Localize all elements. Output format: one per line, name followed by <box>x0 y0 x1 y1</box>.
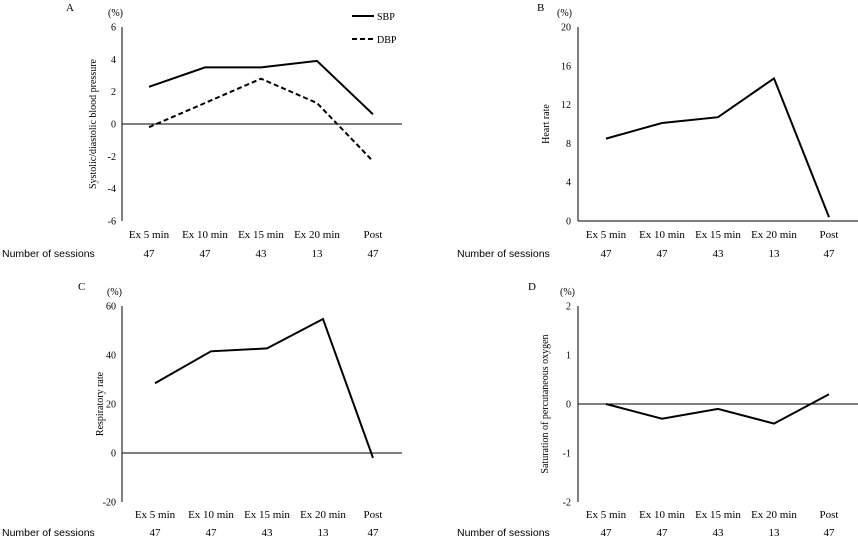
session-count: 43 <box>713 248 725 260</box>
session-count: 13 <box>769 248 781 260</box>
y-tick-label: 2 <box>111 87 116 98</box>
sessions-label: Number of sessions <box>2 248 95 260</box>
chart-panel-c: C (%) -20 0 20 40 60 Respiratory rate Ex 5 min 47… <box>2 281 402 538</box>
x-tick-label: Ex 15 min <box>695 509 741 521</box>
panel-letter: D <box>528 281 536 293</box>
x-tick-label: Ex 20 min <box>751 229 797 241</box>
x-tick-label: Ex 10 min <box>639 509 685 521</box>
chart-panel-d: D (%) -2 -1 0 1 2 Saturation of percutaneous ox… <box>457 281 858 538</box>
session-count: 47 <box>150 527 162 538</box>
session-count: 47 <box>144 248 156 260</box>
y-tick-label: 8 <box>566 139 571 150</box>
unit-label: (%) <box>107 287 122 298</box>
x-tick-label: Ex 20 min <box>300 509 346 521</box>
y-tick-label: 0 <box>111 449 116 460</box>
y-tick-label: 2 <box>566 302 571 313</box>
session-count: 47 <box>601 248 613 260</box>
x-tick-label: Ex 10 min <box>182 229 228 241</box>
x-tick-label: Post <box>364 509 383 521</box>
y-tick-label: 1 <box>566 351 571 362</box>
x-tick-label: Post <box>820 229 839 241</box>
series-line-respiratory-rate <box>154 317 374 459</box>
y-tick-label: 4 <box>111 55 116 66</box>
x-tick-label: Ex 15 min <box>244 509 290 521</box>
x-tick-label: Ex 5 min <box>586 229 627 241</box>
y-tick-label: 0 <box>566 217 571 228</box>
sessions-label: Number of sessions <box>2 527 95 538</box>
y-tick-label: 20 <box>561 23 571 34</box>
x-tick-label: Ex 15 min <box>238 229 284 241</box>
x-tick-label: Post <box>820 509 839 521</box>
unit-label: (%) <box>557 8 572 19</box>
y-tick-label: 6 <box>111 23 116 34</box>
y-tick-label: -4 <box>108 184 116 195</box>
legend-label: DBP <box>377 35 397 46</box>
x-tick-label: Ex 10 min <box>639 229 685 241</box>
session-count: 47 <box>368 248 380 260</box>
session-count: 47 <box>200 248 212 260</box>
panel-letter: A <box>66 2 74 14</box>
y-tick-label: -1 <box>563 449 571 460</box>
session-count: 47 <box>206 527 218 538</box>
session-count: 47 <box>368 527 380 538</box>
y-axis-title: Heart rate <box>541 104 552 144</box>
y-tick-label: 40 <box>106 351 116 362</box>
y-tick-label: 20 <box>106 400 116 411</box>
y-axis-title: Respiratory rate <box>95 371 106 436</box>
session-count: 43 <box>713 527 725 538</box>
x-tick-label: Post <box>364 229 383 241</box>
x-tick-label: Ex 20 min <box>751 509 797 521</box>
y-tick-label: 4 <box>566 178 571 189</box>
session-count: 47 <box>601 527 613 538</box>
series-line-spo2 <box>605 393 830 425</box>
y-tick-label: 0 <box>111 120 116 131</box>
sessions-label: Number of sessions <box>457 527 550 538</box>
session-count: 13 <box>769 527 781 538</box>
x-tick-label: Ex 20 min <box>294 229 340 241</box>
x-tick-label: Ex 5 min <box>586 509 627 521</box>
panel-letter: B <box>537 2 544 14</box>
session-count: 13 <box>318 527 330 538</box>
panel-letter: C <box>78 281 85 293</box>
y-tick-label: 12 <box>561 100 571 111</box>
unit-label: (%) <box>108 8 123 19</box>
legend-label: SBP <box>377 12 395 23</box>
session-count: 43 <box>256 248 268 260</box>
y-tick-label: 0 <box>566 400 571 411</box>
unit-label: (%) <box>560 287 575 298</box>
y-tick-label: -2 <box>563 498 571 509</box>
session-count: 47 <box>824 248 836 260</box>
series-line-heart-rate <box>605 76 830 218</box>
y-tick-label: -6 <box>108 217 116 228</box>
y-tick-label: -20 <box>103 498 116 509</box>
y-axis-title: Systolic/diastolic blood pressure <box>88 58 99 189</box>
series-line-dbp <box>148 77 374 162</box>
x-tick-label: Ex 5 min <box>129 229 170 241</box>
y-tick-label: -2 <box>108 152 116 163</box>
y-tick-label: 60 <box>106 302 116 313</box>
sessions-label: Number of sessions <box>457 248 550 260</box>
series-line-sbp <box>148 59 374 116</box>
session-count: 43 <box>262 527 274 538</box>
y-tick-label: 16 <box>561 61 571 72</box>
x-tick-label: Ex 5 min <box>135 509 176 521</box>
chart-panel-a: A (%) -6 -4 -2 0 2 4 6 Systolic/diastolic blood p… <box>2 2 402 260</box>
session-count: 47 <box>657 527 669 538</box>
session-count: 13 <box>312 248 324 260</box>
session-count: 47 <box>824 527 836 538</box>
x-tick-label: Ex 10 min <box>188 509 234 521</box>
y-axis-title: Saturation of percutaneous oxygen <box>540 334 551 473</box>
chart-panel-b: B (%) 0 4 8 12 16 20 Heart rate Ex 5 min 47 Ex 10 m… <box>457 2 858 260</box>
x-tick-label: Ex 15 min <box>695 229 741 241</box>
session-count: 47 <box>657 248 669 260</box>
